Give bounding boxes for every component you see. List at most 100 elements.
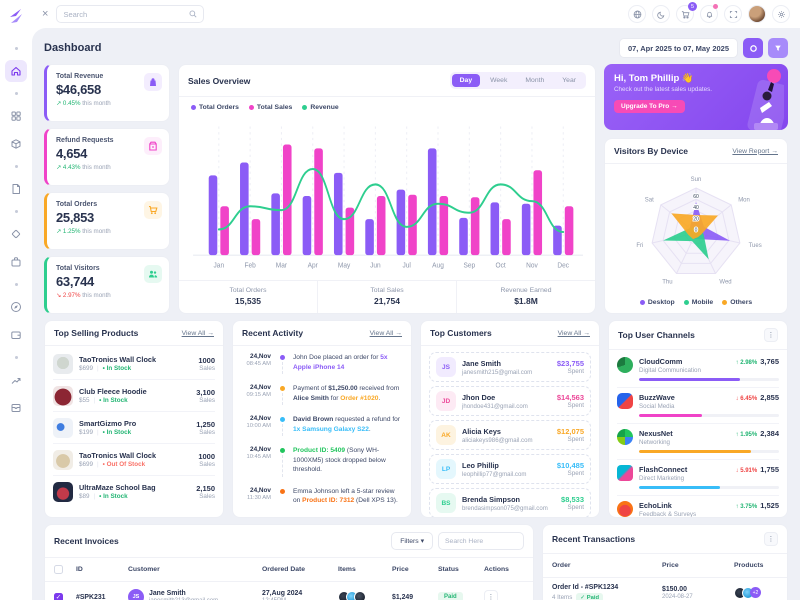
channel-category: Networking bbox=[639, 439, 670, 446]
customer-row: BS Brenda Simpson brendasimpson075@gmail.… bbox=[429, 488, 591, 517]
transactions-menu-button[interactable]: ⋮ bbox=[764, 532, 778, 546]
stat-change: ↗ 0.45% bbox=[56, 100, 81, 107]
cart-icon bbox=[681, 10, 689, 19]
app-logo[interactable] bbox=[6, 6, 26, 26]
sidebar-item-premium[interactable] bbox=[5, 223, 27, 245]
activity-time: 10:45 AM bbox=[246, 454, 272, 461]
stat-label: Total Revenue bbox=[56, 73, 104, 80]
sidebar-item-home[interactable] bbox=[5, 60, 27, 82]
sidebar-item-explore[interactable] bbox=[5, 296, 27, 318]
channel-progress bbox=[639, 486, 779, 489]
sales-overview-card: Sales Overview Day Week Month Year Total… bbox=[178, 64, 596, 314]
channel-value: 2,384 bbox=[760, 429, 779, 438]
product-sales: 1,250 bbox=[196, 419, 215, 429]
legend-dot-revenue bbox=[302, 105, 308, 110]
svg-text:Aug: Aug bbox=[432, 262, 444, 269]
sales-label: Sales bbox=[199, 396, 215, 404]
topbar: × 5 bbox=[32, 0, 800, 28]
channel-value: 2,855 bbox=[760, 393, 779, 402]
select-all-checkbox[interactable] bbox=[54, 565, 63, 574]
legend-dot-others bbox=[722, 300, 728, 305]
notifications-button[interactable] bbox=[700, 4, 718, 23]
close-icon[interactable]: × bbox=[42, 8, 49, 20]
row-checkbox[interactable]: ✓ bbox=[54, 592, 63, 600]
tab-day[interactable]: Day bbox=[451, 74, 481, 87]
channel-name: CloudComm bbox=[639, 357, 683, 366]
customer-row: LP Leo Phillip leophillip77@gmail.com $10… bbox=[429, 454, 591, 484]
customer-name: Leo Phillip bbox=[462, 460, 499, 470]
channel-row: FlashConnect Direct Marketing ↓ 5.91% 1,75… bbox=[617, 460, 779, 496]
stat-change: ↘ 2.97% bbox=[56, 292, 81, 299]
view-all-products-link[interactable]: View All → bbox=[181, 329, 214, 337]
settings-button[interactable] bbox=[772, 5, 790, 23]
legend-dot-total-sales bbox=[248, 105, 254, 110]
product-stock: In Stock bbox=[106, 429, 132, 437]
notification-dot bbox=[713, 4, 718, 9]
tab-year[interactable]: Year bbox=[562, 77, 576, 84]
svg-text:Oct: Oct bbox=[496, 262, 506, 269]
upgrade-pro-button[interactable]: Upgrade To Pro → bbox=[614, 100, 685, 113]
sidebar-item-archive[interactable] bbox=[5, 397, 27, 419]
customer-amount: $14,563 bbox=[556, 393, 584, 402]
activity-item: 24,Nov 09:15 AM Payment of $1,250.00 rece… bbox=[241, 379, 403, 410]
activity-text: David Brown requested a refund for 1x Sa… bbox=[293, 416, 401, 433]
filter-button[interactable] bbox=[768, 38, 788, 58]
dark-mode-button[interactable] bbox=[652, 5, 670, 23]
sales-summary: Total Orders 15,535 Total Sales 21,754 Rev… bbox=[179, 280, 595, 313]
channels-menu-button[interactable]: ⋮ bbox=[764, 328, 778, 342]
refresh-button[interactable] bbox=[743, 38, 763, 58]
sales-overview-title: Sales Overview bbox=[188, 75, 251, 86]
channel-row: EchoLink Feedback & Surveys ↑ 3.75% 1,525 bbox=[617, 496, 779, 517]
top-user-channels-card: Top User Channels ⋮ CloudComm Digital Com… bbox=[608, 320, 788, 518]
stock-dot: • bbox=[99, 493, 102, 501]
sidebar-item-analytics[interactable] bbox=[5, 369, 27, 391]
product-stock: In Stock bbox=[103, 397, 128, 405]
view-all-activity-link[interactable]: View All → bbox=[369, 329, 402, 337]
legend-label: Others bbox=[730, 299, 753, 306]
cart-button[interactable]: 5 bbox=[676, 2, 697, 23]
user-avatar[interactable] bbox=[748, 5, 766, 23]
col-status: Status bbox=[438, 566, 459, 573]
filters-button[interactable]: Filters ▾ bbox=[391, 532, 433, 550]
sidebar-item-apps[interactable] bbox=[5, 105, 27, 127]
tab-month[interactable]: Month bbox=[525, 77, 545, 84]
tab-week[interactable]: Week bbox=[490, 77, 508, 84]
product-price: $199 bbox=[79, 429, 94, 437]
sidebar-item-wallet[interactable] bbox=[5, 324, 27, 346]
radar-legend: Desktop Mobile Others bbox=[605, 299, 787, 313]
customer-amount: $10,485 bbox=[556, 461, 584, 470]
stat-change-suffix: this month bbox=[82, 100, 111, 107]
stock-dot: • bbox=[102, 429, 105, 437]
visitors-title: Visitors By Device bbox=[614, 146, 689, 156]
invoice-actions-button[interactable]: ⋮ bbox=[484, 590, 498, 600]
invoice-search-input[interactable] bbox=[438, 532, 524, 550]
sidebar-item-products[interactable] bbox=[5, 133, 27, 155]
svg-text:Jul: Jul bbox=[403, 262, 412, 269]
sidebar-item-jobs[interactable] bbox=[5, 251, 27, 273]
stat-card-total-orders: Total Orders 25,853 ↗ 1.25% this month bbox=[44, 192, 170, 250]
date-range-picker[interactable]: 07, Apr 2025 to 07, May 2025 bbox=[618, 38, 738, 58]
sidebar-item-documents[interactable] bbox=[5, 178, 27, 200]
sales-label: Sales bbox=[199, 492, 215, 500]
product-row: SmartGizmo Pro $199 | • In Stock 1,250 Sale… bbox=[53, 412, 215, 444]
refund-box-icon bbox=[144, 137, 162, 155]
buzzwave-logo bbox=[617, 393, 633, 409]
language-button[interactable] bbox=[628, 5, 646, 23]
view-all-customers-link[interactable]: View All → bbox=[557, 329, 590, 337]
view-report-link[interactable]: View Report → bbox=[732, 147, 778, 155]
customer-name: Jane Smith bbox=[462, 358, 501, 368]
svg-text:Mar: Mar bbox=[276, 262, 288, 269]
file-icon bbox=[12, 184, 20, 194]
channel-name: EchoLink bbox=[639, 501, 672, 510]
activity-item: 24,Nov 08:45 AM John Doe placed an order … bbox=[241, 348, 403, 379]
customer-name: Jhon Doe bbox=[462, 392, 496, 402]
recent-activity-card: Recent Activity View All → 24,Nov 08:45 A… bbox=[232, 320, 412, 518]
svg-text:Feb: Feb bbox=[244, 262, 255, 269]
channel-category: Direct Marketing bbox=[639, 475, 685, 482]
nav-section-dot bbox=[14, 47, 18, 50]
fullscreen-button[interactable] bbox=[724, 5, 742, 23]
customer-email: janesmith215@gmail.com bbox=[462, 368, 533, 376]
legend-label: Mobile bbox=[691, 299, 714, 306]
search-input[interactable] bbox=[63, 9, 186, 19]
